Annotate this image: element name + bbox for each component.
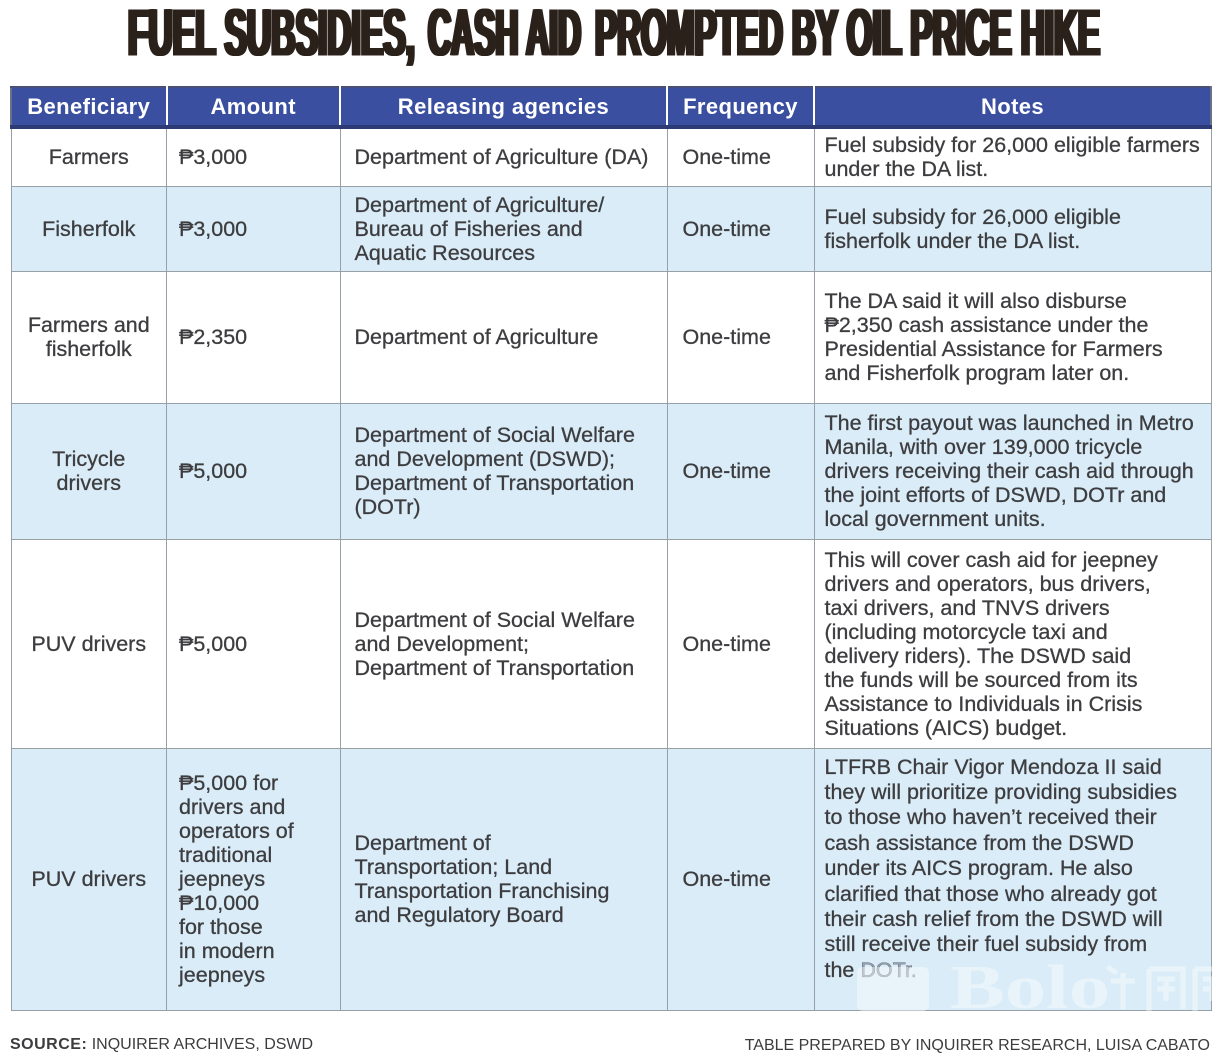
svg-text:CASH AID: CASH AID bbox=[427, 0, 580, 70]
svg-text:CASH AID: CASH AID bbox=[426, 0, 579, 70]
svg-text:FUEL SUBSIDIES,: FUEL SUBSIDIES, bbox=[128, 0, 415, 70]
svg-text:Bolo: Bolo bbox=[950, 955, 1110, 1015]
svg-text:FUEL SUBSIDIES,: FUEL SUBSIDIES, bbox=[129, 0, 416, 70]
svg-text:CASH AID: CASH AID bbox=[430, 0, 583, 70]
svg-text:CASH AID: CASH AID bbox=[429, 0, 582, 70]
svg-text:FUEL SUBSIDIES,: FUEL SUBSIDIES, bbox=[127, 0, 414, 70]
svg-text:FUEL SUBSIDIES,: FUEL SUBSIDIES, bbox=[126, 0, 413, 70]
svg-text:PROMPTED BY OIL PRICE HIKE: PROMPTED BY OIL PRICE HIKE bbox=[595, 0, 1100, 70]
svg-text:FUEL SUBSIDIES,: FUEL SUBSIDIES, bbox=[130, 0, 417, 70]
svg-text:PROMPTED BY OIL PRICE HIKE: PROMPTED BY OIL PRICE HIKE bbox=[594, 0, 1099, 70]
svg-text:PROMPTED BY OIL PRICE HIKE: PROMPTED BY OIL PRICE HIKE bbox=[597, 0, 1102, 70]
svg-text:PROMPTED BY OIL PRICE HIKE: PROMPTED BY OIL PRICE HIKE bbox=[593, 0, 1098, 70]
svg-text:PROMPTED BY OIL PRICE HIKE: PROMPTED BY OIL PRICE HIKE bbox=[596, 0, 1101, 70]
svg-text:CASH AID: CASH AID bbox=[428, 0, 581, 70]
